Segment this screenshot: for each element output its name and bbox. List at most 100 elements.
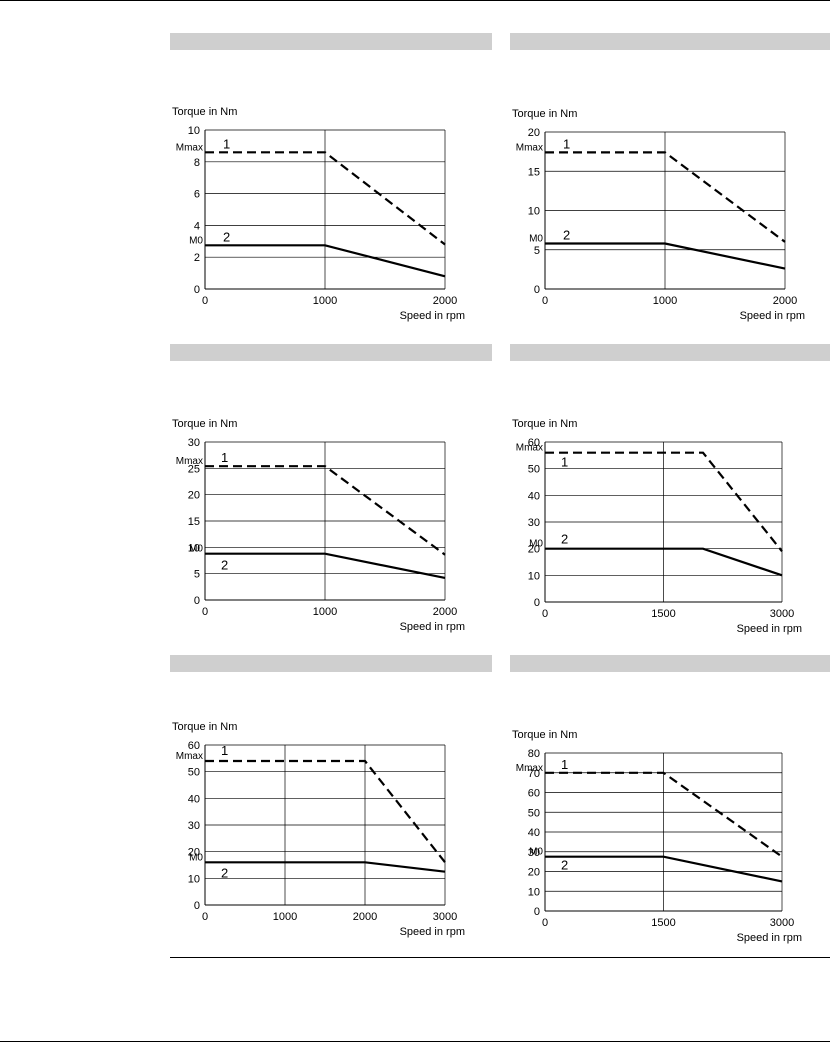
reference-label: Mmax bbox=[176, 142, 203, 153]
reference-label: Mmax bbox=[516, 142, 543, 153]
chart-header-bar bbox=[510, 655, 830, 672]
series-line-dashed bbox=[545, 771, 783, 858]
x-axis-title: Speed in rpm bbox=[400, 310, 465, 322]
series-label: 2 bbox=[221, 558, 228, 573]
y-tick-label: 0 bbox=[534, 597, 540, 609]
y-axis-title: Torque in Nm bbox=[512, 729, 577, 741]
y-tick-label: 15 bbox=[188, 516, 200, 528]
x-tick-label: 0 bbox=[202, 911, 208, 923]
y-tick-label: 25 bbox=[188, 463, 200, 475]
x-axis-title: Speed in rpm bbox=[740, 310, 805, 322]
y-tick-label: 20 bbox=[188, 490, 200, 502]
reference-label: Mmax bbox=[516, 443, 543, 454]
y-tick-label: 30 bbox=[528, 847, 540, 859]
y-tick-label: 30 bbox=[188, 820, 200, 832]
series-line-solid bbox=[205, 552, 446, 579]
y-tick-label: 4 bbox=[194, 220, 200, 232]
y-tick-label: 20 bbox=[528, 867, 540, 879]
y-axis-title: Torque in Nm bbox=[172, 418, 237, 430]
y-axis-title: Torque in Nm bbox=[172, 721, 237, 733]
y-tick-label: 2 bbox=[194, 252, 200, 264]
chart-header-bar bbox=[170, 655, 492, 672]
y-tick-label: 40 bbox=[188, 793, 200, 805]
y-axis-title: Torque in Nm bbox=[512, 108, 577, 120]
x-tick-label: 1000 bbox=[273, 911, 297, 923]
x-axis-title: Speed in rpm bbox=[400, 621, 465, 633]
y-tick-label: 10 bbox=[528, 206, 540, 218]
y-tick-label: 10 bbox=[188, 873, 200, 885]
x-tick-label: 3000 bbox=[433, 911, 457, 923]
y-tick-label: 5 bbox=[534, 245, 540, 257]
y-tick-label: 20 bbox=[528, 127, 540, 139]
series-line-solid bbox=[205, 861, 446, 873]
x-tick-label: 0 bbox=[202, 606, 208, 618]
series-label: 1 bbox=[223, 136, 230, 151]
series-label: 1 bbox=[221, 450, 228, 465]
series-label: 2 bbox=[561, 858, 568, 873]
y-axis-title: Torque in Nm bbox=[512, 418, 577, 430]
series-label: 1 bbox=[561, 757, 568, 772]
y-tick-label: 5 bbox=[194, 569, 200, 581]
reference-label: M0 bbox=[189, 544, 203, 555]
y-tick-label: 10 bbox=[528, 570, 540, 582]
y-tick-label: 20 bbox=[188, 847, 200, 859]
series-label: 1 bbox=[561, 455, 568, 470]
series-label: 2 bbox=[561, 532, 568, 547]
y-tick-label: 50 bbox=[528, 807, 540, 819]
chart-header-bar bbox=[510, 344, 830, 361]
y-tick-label: 0 bbox=[194, 284, 200, 296]
series-line-dashed bbox=[205, 151, 446, 246]
reference-label: Mmax bbox=[516, 763, 543, 774]
chart-header-bar bbox=[510, 33, 830, 50]
x-tick-label: 2000 bbox=[353, 911, 377, 923]
x-tick-label: 0 bbox=[202, 295, 208, 307]
y-axis-title: Torque in Nm bbox=[172, 106, 237, 118]
y-tick-label: 80 bbox=[528, 748, 540, 760]
x-tick-label: 1000 bbox=[313, 295, 337, 307]
series-label: 1 bbox=[563, 136, 570, 151]
x-axis-title: Speed in rpm bbox=[737, 932, 802, 944]
x-tick-label: 2000 bbox=[433, 295, 457, 307]
y-tick-label: 40 bbox=[528, 490, 540, 502]
series-line-dashed bbox=[205, 465, 446, 556]
x-tick-label: 2000 bbox=[433, 606, 457, 618]
chart-header-bar bbox=[170, 33, 492, 50]
y-tick-label: 8 bbox=[194, 157, 200, 169]
y-tick-label: 60 bbox=[528, 788, 540, 800]
y-tick-label: 10 bbox=[188, 542, 200, 554]
reference-label: M0 bbox=[529, 847, 543, 858]
y-tick-label: 30 bbox=[188, 437, 200, 449]
y-tick-label: 50 bbox=[188, 767, 200, 779]
y-tick-label: 60 bbox=[188, 740, 200, 752]
series-label: 2 bbox=[221, 865, 228, 880]
series-label: 2 bbox=[563, 227, 570, 242]
y-tick-label: 0 bbox=[194, 595, 200, 607]
y-tick-label: 30 bbox=[528, 517, 540, 529]
x-tick-label: 0 bbox=[542, 608, 548, 620]
y-tick-label: 10 bbox=[188, 125, 200, 137]
series-line-dashed bbox=[205, 759, 446, 863]
y-tick-label: 50 bbox=[528, 464, 540, 476]
bottom-rule bbox=[0, 1041, 830, 1042]
series-line-dashed bbox=[545, 151, 786, 243]
series-line-solid bbox=[545, 855, 783, 883]
x-tick-label: 1500 bbox=[651, 917, 675, 929]
x-tick-label: 1000 bbox=[653, 295, 677, 307]
chart-header-bar bbox=[170, 344, 492, 361]
y-tick-label: 15 bbox=[528, 166, 540, 178]
y-tick-label: 40 bbox=[528, 827, 540, 839]
x-tick-label: 3000 bbox=[770, 917, 794, 929]
x-tick-label: 0 bbox=[542, 295, 548, 307]
section-separator bbox=[170, 957, 830, 958]
series-line-solid bbox=[545, 242, 786, 270]
series-label: 1 bbox=[221, 743, 228, 758]
reference-label: M0 bbox=[529, 233, 543, 244]
y-tick-label: 60 bbox=[528, 437, 540, 449]
x-tick-label: 0 bbox=[542, 917, 548, 929]
reference-label: M0 bbox=[189, 235, 203, 246]
x-tick-label: 3000 bbox=[770, 608, 794, 620]
y-tick-label: 20 bbox=[528, 544, 540, 556]
top-rule bbox=[0, 0, 830, 1]
y-tick-label: 10 bbox=[528, 886, 540, 898]
